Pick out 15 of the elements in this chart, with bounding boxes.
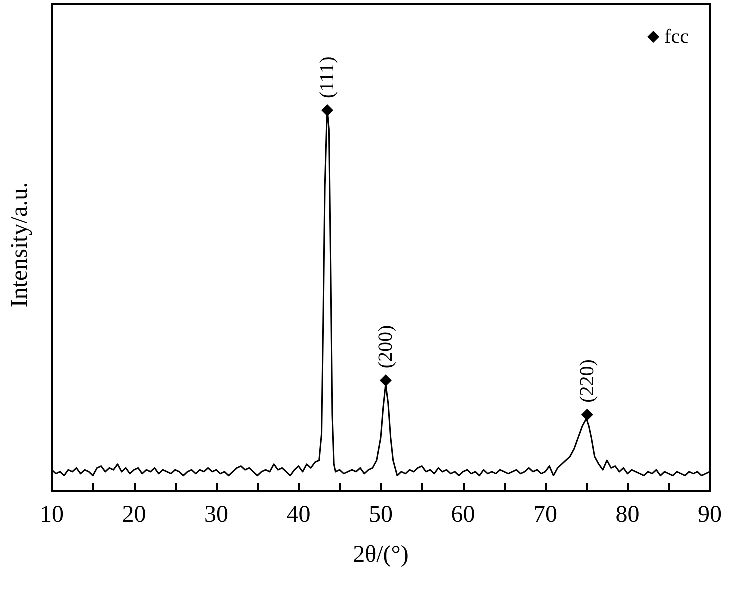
x-tick-label: 80 — [616, 502, 640, 528]
x-tick-label: 10 — [40, 502, 64, 528]
annotation: (111) — [316, 56, 339, 99]
legend-label: fcc — [664, 26, 690, 48]
y-axis-title: Intensity/a.u. — [7, 182, 33, 308]
x-tick-label: 90 — [698, 502, 722, 528]
annotation: (220) — [576, 360, 598, 403]
x-tick-label: 30 — [204, 502, 228, 528]
x-tick-label: 50 — [369, 502, 393, 528]
x-tick-label: 40 — [286, 502, 311, 528]
x-axis-title: 2θ/(°) — [353, 542, 409, 568]
x-tick-label: 70 — [534, 502, 558, 528]
x-tick-label: 60 — [451, 502, 476, 528]
x-tick-label: 20 — [122, 502, 146, 528]
annotation: (200) — [374, 325, 397, 369]
